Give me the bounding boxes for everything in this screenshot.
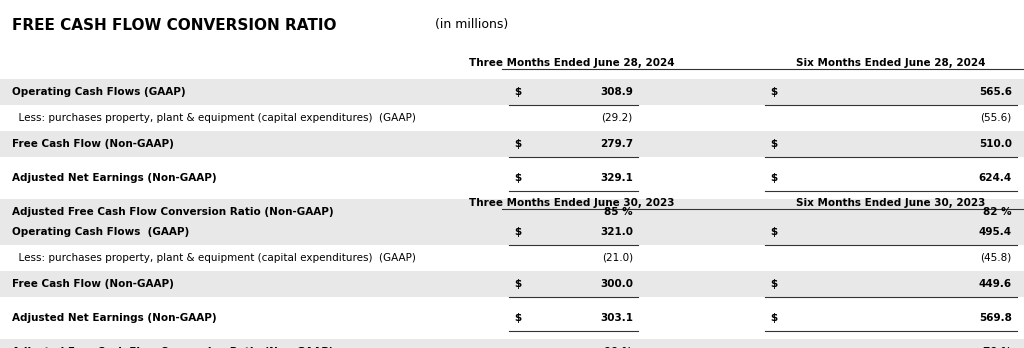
Bar: [0, 79, 1024, 105]
Text: 510.0: 510.0: [979, 139, 1012, 149]
Text: (45.8): (45.8): [980, 253, 1012, 263]
Text: 99 %: 99 %: [604, 347, 633, 348]
Text: 495.4: 495.4: [979, 227, 1012, 237]
Bar: [0, 131, 1024, 157]
Text: (29.2): (29.2): [601, 113, 633, 123]
Text: $: $: [514, 87, 521, 97]
Text: Operating Cash Flows (GAAP): Operating Cash Flows (GAAP): [12, 87, 186, 97]
Text: 449.6: 449.6: [979, 279, 1012, 289]
Text: 85 %: 85 %: [604, 207, 633, 217]
Text: 624.4: 624.4: [979, 173, 1012, 183]
Text: Three Months Ended June 30, 2023: Three Months Ended June 30, 2023: [469, 198, 674, 208]
Text: $: $: [770, 87, 777, 97]
Text: 300.0: 300.0: [600, 279, 633, 289]
Text: Six Months Ended June 30, 2023: Six Months Ended June 30, 2023: [797, 198, 985, 208]
Text: 82 %: 82 %: [983, 207, 1012, 217]
Bar: [0, 199, 1024, 225]
Text: 308.9: 308.9: [600, 87, 633, 97]
Text: 79 %: 79 %: [983, 347, 1012, 348]
Text: $: $: [514, 173, 521, 183]
Text: 565.6: 565.6: [979, 87, 1012, 97]
Text: 569.8: 569.8: [979, 313, 1012, 323]
Text: (in millions): (in millions): [435, 18, 508, 31]
Text: FREE CASH FLOW CONVERSION RATIO: FREE CASH FLOW CONVERSION RATIO: [12, 18, 337, 33]
Text: Adjusted Net Earnings (Non-GAAP): Adjusted Net Earnings (Non-GAAP): [12, 173, 217, 183]
Text: $: $: [770, 279, 777, 289]
Text: Free Cash Flow (Non-GAAP): Free Cash Flow (Non-GAAP): [12, 139, 174, 149]
Text: $: $: [770, 313, 777, 323]
Text: Adjusted Free Cash Flow Conversion Ratio (Non-GAAP): Adjusted Free Cash Flow Conversion Ratio…: [12, 347, 334, 348]
Text: Adjusted Free Cash Flow Conversion Ratio (Non-GAAP): Adjusted Free Cash Flow Conversion Ratio…: [12, 207, 334, 217]
Text: $: $: [514, 227, 521, 237]
Text: Six Months Ended June 28, 2024: Six Months Ended June 28, 2024: [796, 58, 986, 68]
Text: $: $: [770, 173, 777, 183]
Text: 303.1: 303.1: [600, 313, 633, 323]
Bar: [0, 219, 1024, 245]
Text: (55.6): (55.6): [980, 113, 1012, 123]
Text: 329.1: 329.1: [600, 173, 633, 183]
Text: Free Cash Flow (Non-GAAP): Free Cash Flow (Non-GAAP): [12, 279, 174, 289]
Text: $: $: [514, 139, 521, 149]
Text: 321.0: 321.0: [600, 227, 633, 237]
Text: 279.7: 279.7: [600, 139, 633, 149]
Text: $: $: [770, 139, 777, 149]
Text: $: $: [514, 313, 521, 323]
Text: $: $: [770, 227, 777, 237]
Bar: [0, 271, 1024, 297]
Text: Operating Cash Flows  (GAAP): Operating Cash Flows (GAAP): [12, 227, 189, 237]
Text: Less: purchases property, plant & equipment (capital expenditures)  (GAAP): Less: purchases property, plant & equipm…: [12, 113, 416, 123]
Text: Adjusted Net Earnings (Non-GAAP): Adjusted Net Earnings (Non-GAAP): [12, 313, 217, 323]
Text: (21.0): (21.0): [602, 253, 633, 263]
Text: $: $: [514, 279, 521, 289]
Bar: [0, 339, 1024, 348]
Text: Less: purchases property, plant & equipment (capital expenditures)  (GAAP): Less: purchases property, plant & equipm…: [12, 253, 416, 263]
Text: Three Months Ended June 28, 2024: Three Months Ended June 28, 2024: [469, 58, 674, 68]
